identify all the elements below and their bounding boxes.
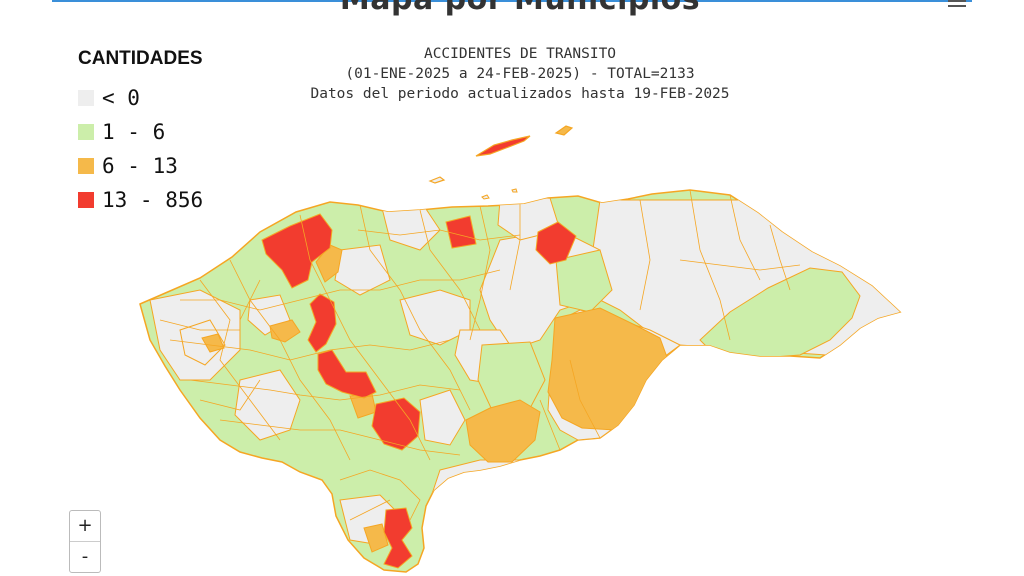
legend-label: < 0 — [102, 86, 140, 110]
menu-bar — [948, 5, 966, 7]
municipality-red[interactable] — [383, 507, 413, 569]
municipality-orange[interactable] — [201, 333, 225, 353]
map-subtitle: ACCIDENTES DE TRANSITO (01-ENE-2025 a 24… — [250, 44, 790, 104]
zoom-in-button[interactable]: + — [77, 515, 93, 536]
hamburger-menu-icon[interactable] — [948, 0, 966, 12]
municipality-red[interactable] — [445, 215, 477, 249]
municipality-gray[interactable] — [179, 319, 226, 366]
municipality-red[interactable] — [261, 213, 333, 289]
legend-item[interactable]: < 0 — [78, 81, 203, 115]
subtitle-line-2: (01-ENE-2025 a 24-FEB-2025) - TOTAL=2133 — [345, 66, 695, 82]
subtitle-line-1: ACCIDENTES DE TRANSITO — [423, 46, 617, 62]
legend-item[interactable]: 6 - 13 — [78, 149, 203, 183]
municipality-red[interactable] — [317, 349, 377, 399]
municipality-red[interactable] — [371, 397, 421, 451]
municipal-boundaries — [159, 190, 801, 521]
cay-1 — [481, 194, 490, 200]
legend-swatch — [78, 158, 94, 174]
cay-2 — [511, 188, 518, 193]
legend-label: 1 - 6 — [102, 120, 166, 144]
municipality-gray[interactable] — [419, 389, 466, 446]
header-rule — [52, 0, 972, 2]
municipality-red[interactable] — [307, 293, 337, 353]
menu-bar — [948, 0, 966, 2]
municipality-gray[interactable] — [334, 244, 391, 296]
legend-title: CANTIDADES — [78, 48, 203, 69]
legend-label: 6 - 13 — [102, 154, 178, 178]
island-guanaja — [554, 125, 574, 136]
zoom-control: + - — [69, 510, 101, 573]
zoom-out-button[interactable]: - — [70, 541, 100, 572]
legend-item[interactable]: 13 - 856 — [78, 183, 203, 217]
page-title: Mapa por Municipios — [0, 0, 1024, 17]
municipality-green[interactable] — [555, 249, 613, 313]
legend-label: 13 - 856 — [102, 188, 204, 212]
legend-swatch — [78, 124, 94, 140]
municipality-orange[interactable] — [363, 523, 389, 553]
municipality-orange[interactable] — [465, 399, 541, 463]
subtitle-line-3: Datos del periodo actualizados hasta 19-… — [310, 86, 730, 102]
legend-item[interactable]: 1 - 6 — [78, 115, 203, 149]
island-utila — [428, 176, 446, 184]
island-roatan — [475, 135, 531, 157]
legend-swatch — [78, 192, 94, 208]
legend-swatch — [78, 90, 94, 106]
municipality-red[interactable] — [535, 221, 577, 265]
legend: CANTIDADES < 0 1 - 6 6 - 13 13 - 856 — [78, 48, 203, 217]
territory-main — [139, 125, 902, 573]
